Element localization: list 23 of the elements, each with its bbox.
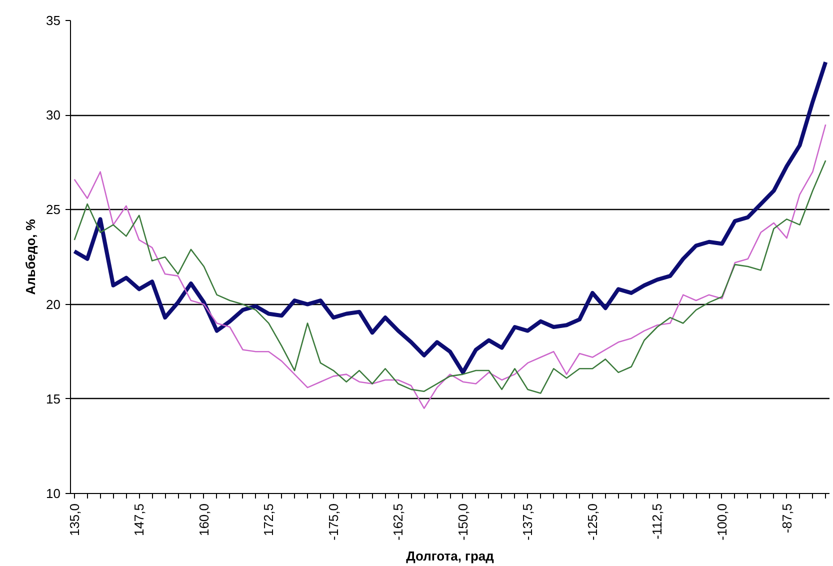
line-series	[74, 124, 826, 410]
y-axis-title: Альбедо, %	[23, 218, 38, 295]
x-tick-label: 135,0	[66, 503, 82, 536]
x-tick-label: -125,0	[584, 503, 600, 540]
y-tick-label: 20	[46, 296, 61, 312]
x-tick-label: 160,0	[196, 503, 212, 536]
line-series	[74, 160, 826, 394]
x-tick-label: -100,0	[714, 503, 730, 540]
x-tick-label: -150,0	[455, 503, 470, 540]
line-series	[72, 60, 828, 374]
x-tick-label: -112,5	[650, 503, 665, 540]
x-tick-label: -137,5	[520, 503, 536, 540]
y-tick-label: 25	[46, 202, 61, 218]
y-tick-label: 15	[46, 391, 61, 406]
x-tick-label: -175,0	[326, 503, 341, 540]
x-tick-label: 147,5	[132, 503, 147, 536]
y-tick-label: 35	[46, 13, 61, 28]
y-tick-label: 10	[46, 486, 61, 501]
y-tick-label: 30	[46, 108, 61, 123]
x-tick-label: -162,5	[390, 503, 406, 540]
x-tick-label: 172,5	[261, 503, 276, 536]
x-axis-title: Долгота, град	[406, 548, 495, 564]
x-tick-label: -87,5	[779, 503, 794, 534]
